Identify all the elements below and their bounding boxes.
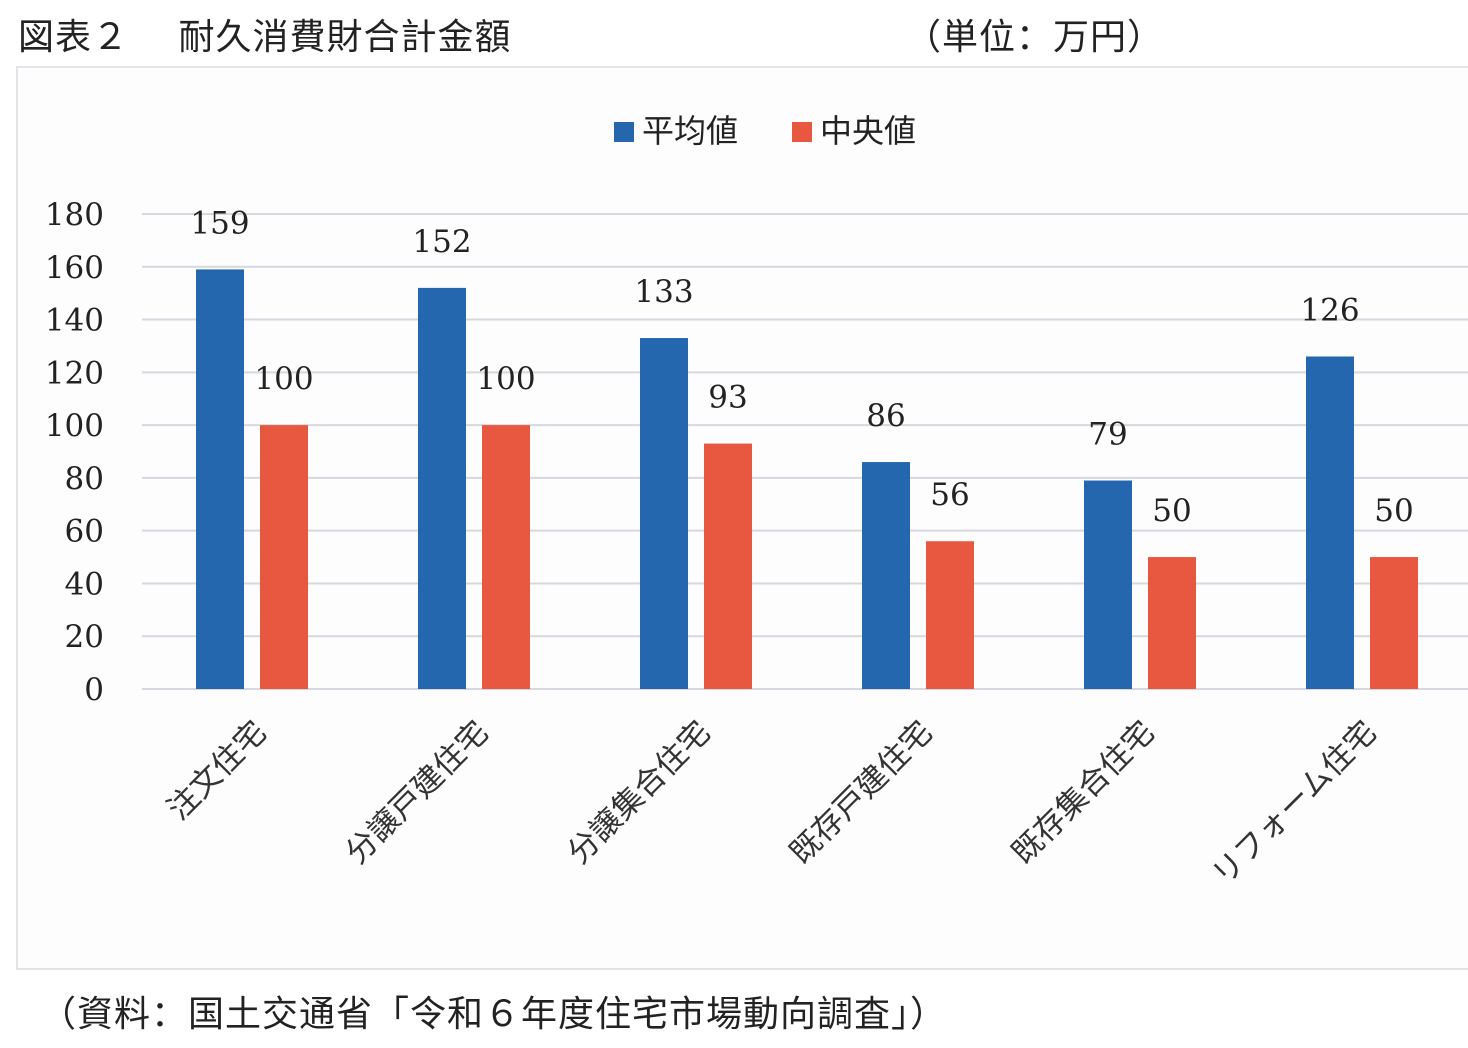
data-label: 86 xyxy=(866,398,905,434)
data-label: 50 xyxy=(1374,493,1413,529)
data-label: 93 xyxy=(708,380,747,416)
y-tick-label: 140 xyxy=(45,303,104,339)
bar-mean xyxy=(862,462,910,689)
legend-label: 中央値 xyxy=(820,112,916,150)
bar-mean xyxy=(418,287,466,689)
legend: 平均値 中央値 xyxy=(614,112,916,150)
x-tick-label: 既存戸建住宅 xyxy=(783,714,940,871)
y-axis: 0 20 40 60 80 100 120 140 160 180 xyxy=(45,197,104,708)
bar-median xyxy=(260,425,308,689)
data-label: 56 xyxy=(930,477,969,513)
y-tick-label: 120 xyxy=(45,355,104,391)
y-tick-label: 40 xyxy=(65,566,104,602)
y-tick-label: 160 xyxy=(45,250,104,286)
legend-swatch-median xyxy=(792,122,812,142)
x-tick-label: リフォーム住宅 xyxy=(1205,714,1383,892)
bar-median xyxy=(1370,557,1418,689)
bars xyxy=(196,269,1418,689)
y-tick-label: 100 xyxy=(45,408,104,444)
data-label: 79 xyxy=(1088,417,1127,453)
y-tick-label: 60 xyxy=(65,514,104,550)
x-tick-label: 注文住宅 xyxy=(161,714,274,827)
bar-median xyxy=(482,425,530,689)
y-tick-label: 20 xyxy=(65,619,104,655)
bar-mean xyxy=(1306,356,1354,689)
y-tick-label: 80 xyxy=(65,461,104,497)
bar-mean xyxy=(196,269,244,689)
x-axis: 注文住宅 分譲戸建住宅 分譲集合住宅 既存戸建住宅 既存集合住宅 リフォーム住宅 xyxy=(161,714,1384,892)
y-tick-label: 0 xyxy=(84,672,104,708)
page-title: 図表２ 耐久消費財合計金額 xyxy=(18,17,512,58)
legend-label: 平均値 xyxy=(642,112,738,150)
bar-mean xyxy=(1084,480,1132,689)
y-tick-label: 180 xyxy=(45,197,104,233)
bar-mean xyxy=(640,338,688,689)
gridlines xyxy=(142,213,1468,690)
x-tick-label: 分譲戸建住宅 xyxy=(339,714,496,871)
bar-median xyxy=(926,541,974,689)
x-tick-label: 分譲集合住宅 xyxy=(561,714,718,871)
source-note: （資料：国土交通省「令和６年度住宅市場動向調査」） xyxy=(40,994,948,1035)
chart-frame xyxy=(16,66,1468,970)
data-label: 159 xyxy=(190,205,249,241)
bar-median xyxy=(1148,557,1196,689)
bar-median xyxy=(704,443,752,689)
data-label: 100 xyxy=(476,361,535,397)
data-labels: 159 100 152 100 133 93 86 56 79 50 126 50 xyxy=(190,205,1413,529)
data-label: 133 xyxy=(634,274,693,310)
data-label: 50 xyxy=(1152,493,1191,529)
data-label: 152 xyxy=(412,224,471,260)
legend-swatch-mean xyxy=(614,122,634,142)
data-label: 100 xyxy=(254,361,313,397)
unit-label: （単位：万円） xyxy=(905,17,1165,58)
data-label: 126 xyxy=(1300,293,1359,329)
x-tick-label: 既存集合住宅 xyxy=(1005,714,1162,871)
